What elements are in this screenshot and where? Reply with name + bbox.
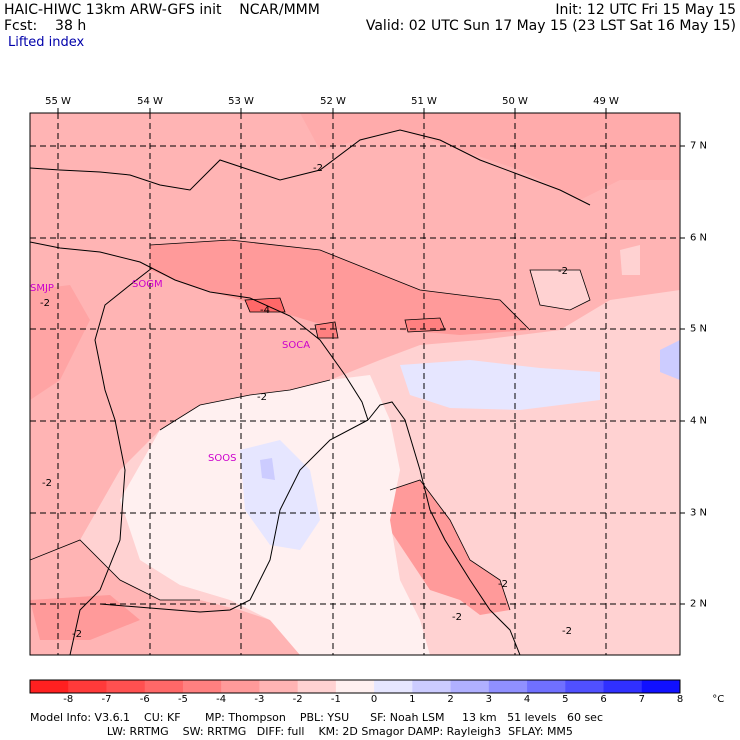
colorbar	[30, 680, 681, 693]
lat-label: 2 N	[690, 598, 708, 610]
shaded-field	[30, 113, 680, 655]
lat-label: 7 N	[690, 140, 708, 152]
ticks	[57, 108, 685, 605]
colorbar-label: 5	[562, 694, 569, 705]
lon-label: 49 W	[593, 96, 619, 107]
coastline	[30, 129, 591, 655]
contour-label: -2	[558, 266, 568, 277]
contour-label: -4	[260, 305, 270, 316]
contour-label: -2	[498, 579, 508, 590]
field-name: Lifted index	[8, 35, 85, 50]
graticule	[30, 113, 680, 655]
colorbar-swatch	[374, 680, 413, 693]
station-label: SOOS	[208, 453, 237, 464]
lat-label: 6 N	[690, 232, 708, 244]
colorbar-swatch	[450, 680, 490, 693]
colorbar-label: -1	[330, 694, 341, 705]
contour-label: -2	[40, 298, 50, 309]
station-label: SOCA	[282, 340, 311, 351]
colorbar-label: 0	[370, 694, 378, 705]
init-time: Init: 12 UTC Fri 15 May 15	[555, 2, 736, 18]
map-title: HAIC-HIWC 13km ARW-GFS init NCAR/MMM	[4, 2, 320, 18]
station-label: SMJP	[30, 283, 54, 294]
colorbar-frame	[29, 679, 681, 694]
colorbar-swatch	[221, 680, 260, 693]
forecast-hour: Fcst: 38 h	[4, 18, 87, 34]
colorbar-label: -4	[216, 694, 227, 705]
lon-label: 51 W	[411, 96, 437, 107]
colorbar-swatch	[30, 680, 69, 693]
colorbar-label: 1	[409, 694, 416, 705]
model-info-line2: LW: RRTMG SW: RRTMG DIFF: full KM: 2D Sm…	[30, 725, 573, 738]
colorbar-swatch	[412, 680, 452, 693]
contour-label: -2	[42, 478, 52, 489]
colorbar-label: 4	[523, 694, 531, 705]
model-info-line1: Model Info: V3.6.1 CU: KF MP: Thompson P…	[30, 711, 603, 724]
valid-time: Valid: 02 UTC Sun 17 May 15 (23 LST Sat …	[365, 18, 736, 34]
colorbar-swatch	[259, 680, 299, 693]
colorbar-label: 2	[447, 694, 454, 705]
lat-label: 5 N	[690, 323, 708, 335]
station-label: SOGM	[132, 279, 163, 290]
colorbar-label: -3	[254, 694, 265, 705]
lon-label: 53 W	[228, 96, 254, 107]
colorbar-swatch	[565, 680, 605, 693]
colorbar-label: -7	[101, 694, 112, 705]
colorbar-swatch	[106, 680, 146, 693]
contour-label: -2	[313, 163, 323, 174]
colorbar-label: 6	[600, 694, 607, 705]
colorbar-label: -8	[63, 694, 74, 705]
colorbar-label: -5	[177, 694, 188, 705]
colorbar-label: -2	[292, 694, 303, 705]
lat-label: 4 N	[690, 415, 708, 427]
colorbar-label: 7	[638, 694, 645, 705]
colorbar-swatch	[182, 680, 222, 693]
colorbar-swatch	[144, 680, 184, 693]
colorbar-swatch	[297, 680, 337, 693]
lat-label: 3 N	[690, 507, 708, 519]
contour-label: -2	[257, 392, 267, 403]
colorbar-swatch	[603, 680, 643, 693]
lon-label: 55 W	[45, 96, 71, 107]
lon-label: 52 W	[320, 96, 346, 107]
colorbar-label: 3	[485, 694, 492, 705]
contour-label: -2	[72, 629, 82, 640]
colorbar-swatch	[488, 680, 528, 693]
lon-label: 54 W	[137, 96, 163, 107]
contours	[30, 239, 591, 611]
contour-label: -2	[452, 612, 462, 623]
contour-label: -2	[562, 626, 572, 637]
colorbar-label: °C	[712, 694, 725, 705]
colorbar-label: -6	[139, 694, 150, 705]
colorbar-swatch	[68, 680, 107, 693]
colorbar-swatch	[641, 680, 681, 693]
contour-label-group: -2 -2 -4 -2 -2 -2 -2 -2 -2 -2	[40, 163, 572, 640]
colorbar-swatch	[335, 680, 375, 693]
map-frame	[29, 112, 681, 656]
colorbar-label: 8	[676, 694, 684, 705]
lon-label: 50 W	[502, 96, 528, 107]
colorbar-swatch	[527, 680, 566, 693]
